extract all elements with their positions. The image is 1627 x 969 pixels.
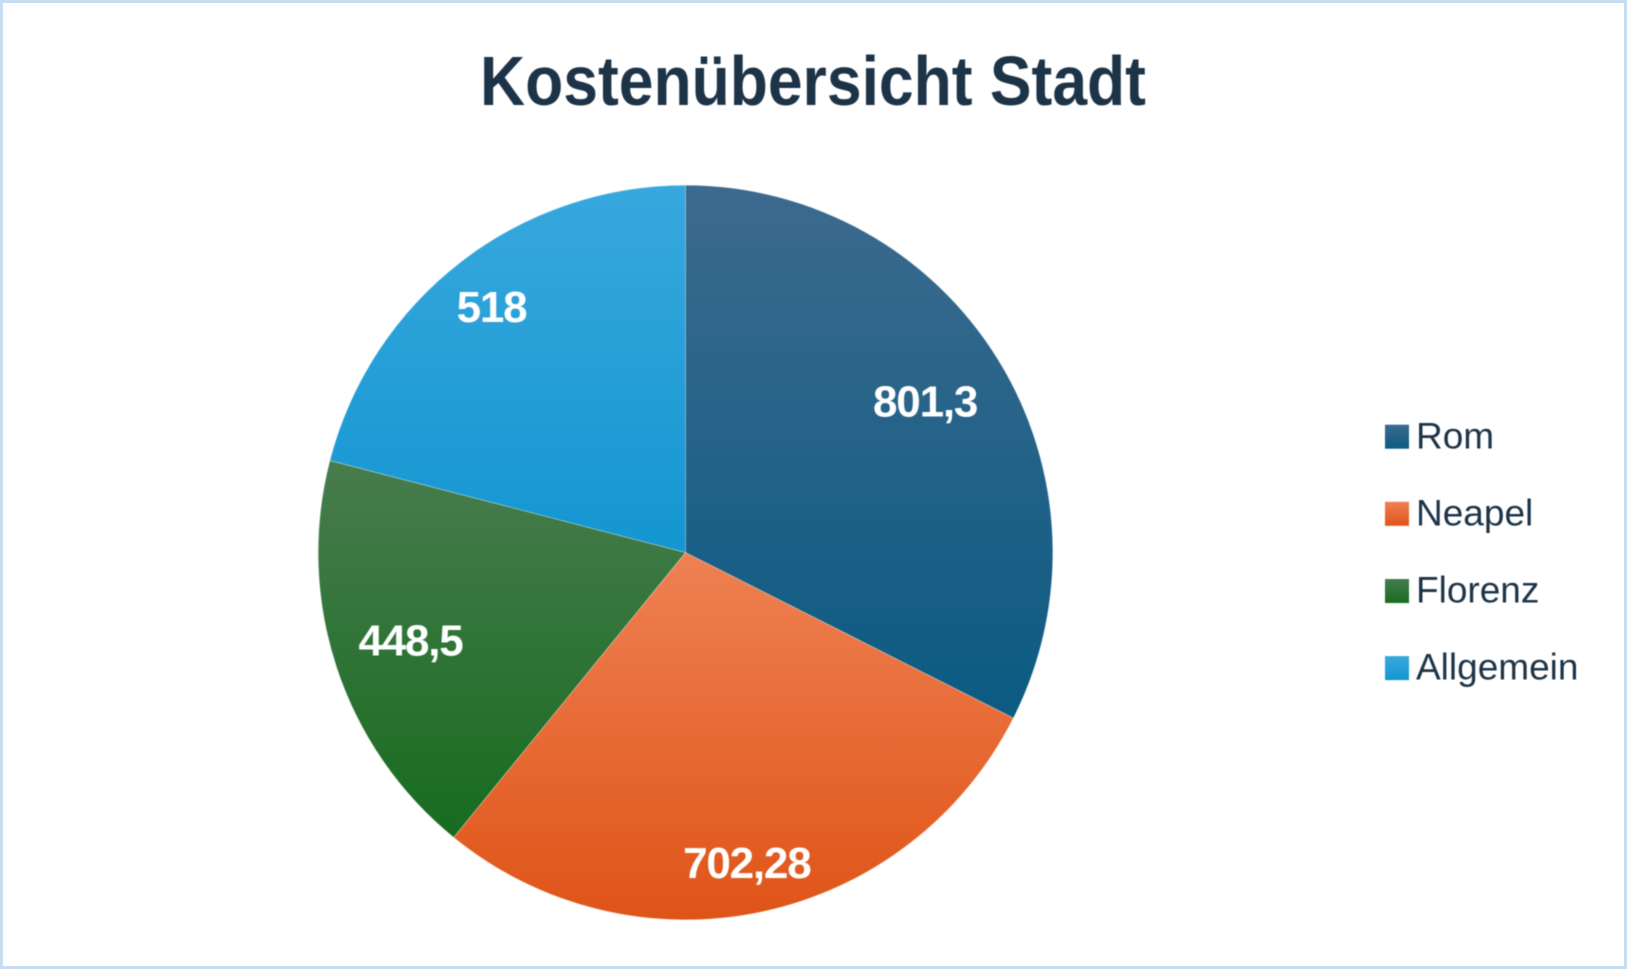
svg-text:Florenz: Florenz <box>1416 570 1539 611</box>
svg-text:Allgemein: Allgemein <box>1416 647 1578 688</box>
svg-text:Neapel: Neapel <box>1416 492 1533 533</box>
svg-text:702,28: 702,28 <box>683 839 811 888</box>
svg-text:448,5: 448,5 <box>358 617 463 666</box>
svg-text:Rom: Rom <box>1416 415 1494 456</box>
svg-text:801,3: 801,3 <box>873 378 977 427</box>
svg-text:518: 518 <box>457 283 528 332</box>
svg-text:Kostenübersicht Stadt: Kostenübersicht Stadt <box>480 43 1146 121</box>
